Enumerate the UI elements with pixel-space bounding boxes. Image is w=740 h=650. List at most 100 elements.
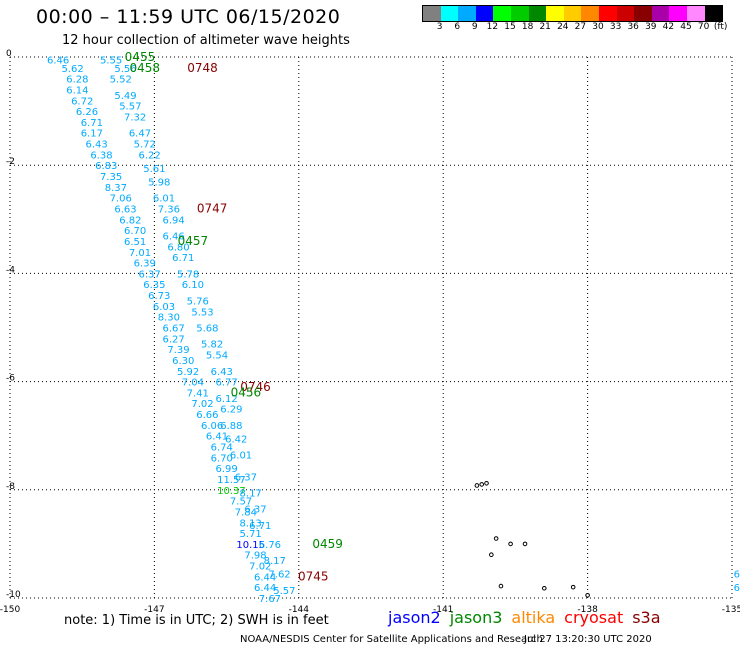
color-scale-label: 45 xyxy=(680,22,692,32)
wave-height-value: 6.71 xyxy=(81,118,103,129)
wave-height-value: 5.61 xyxy=(143,164,165,175)
island-outline xyxy=(489,552,494,558)
pass-time-label: 0458 xyxy=(129,61,160,75)
credit-line: NOAA/NESDIS Center for Satellite Applica… xyxy=(240,634,543,645)
wave-height-value: 6.01 xyxy=(153,194,175,205)
color-swatch xyxy=(423,6,441,21)
color-scale-labels: 3 6 9 12 15 18 21 24 27 30 33 36 39 42 45 70 (ft) xyxy=(422,22,740,34)
wave-height-value: 7.84 xyxy=(235,507,257,518)
x-tick-label: -138 xyxy=(577,605,598,615)
wave-height-value: 6.46 xyxy=(163,232,185,243)
legend-entry-jason2: jason2 xyxy=(388,608,441,627)
wave-height-value: 6.80 xyxy=(167,242,189,253)
color-scale-label: 24 xyxy=(557,22,569,32)
pass-time-label: 0457 xyxy=(178,234,209,248)
wave-height-value: 6.42 xyxy=(225,434,247,445)
wave-height-value: 6.14 xyxy=(66,85,88,96)
wave-height-value: 6.51 xyxy=(124,237,146,248)
x-tick-label: -147 xyxy=(144,605,164,615)
y-tick-label: 0 xyxy=(6,49,12,59)
color-swatch xyxy=(669,6,687,21)
color-swatch xyxy=(704,6,723,21)
wave-height-value: 6.27 xyxy=(163,334,185,345)
wave-height-value: 6.70 xyxy=(211,453,233,464)
pass-time-label: 0745 xyxy=(298,569,329,583)
color-swatch xyxy=(686,6,705,21)
color-scale-unit: (ft) xyxy=(713,22,728,32)
x-tick-label: -150 xyxy=(0,605,20,615)
y-tick-label: -8 xyxy=(6,482,15,492)
y-tick-label: -6 xyxy=(6,374,15,384)
wave-height-value: 6.37 xyxy=(138,269,160,280)
wave-height-value: 6.29 xyxy=(220,405,242,416)
y-tick-label: -4 xyxy=(6,265,15,275)
wave-height-value: 6.17 xyxy=(81,129,103,140)
color-swatch xyxy=(563,6,582,21)
page-title: 00:00 – 11:59 UTC 06/15/2020 xyxy=(36,6,341,28)
color-scale-label: 15 xyxy=(504,22,516,32)
wave-height-value: 6.30 xyxy=(172,356,194,367)
wave-height-value: 6.01 xyxy=(230,451,252,462)
color-scale-label: 27 xyxy=(574,22,587,32)
island-outline xyxy=(493,536,499,541)
wave-height-value: 6.03 xyxy=(153,302,175,313)
footnote: note: 1) Time is in UTC; 2) SWH is in fe… xyxy=(64,613,329,628)
wave-height-value: 7.32 xyxy=(124,113,146,124)
color-swatch xyxy=(616,6,635,21)
wave-height-value: 6.26 xyxy=(76,107,98,118)
color-scale-label: 30 xyxy=(592,22,604,32)
wave-height-value: 7.67 xyxy=(259,594,281,605)
wave-height-value: 5.54 xyxy=(206,351,228,362)
wave-height-value: 6.63 xyxy=(114,204,136,215)
color-swatch xyxy=(651,6,670,21)
pass-time-label: 0748 xyxy=(187,61,218,75)
wave-height-value: 6.88 xyxy=(220,421,242,432)
island-outline xyxy=(585,592,590,598)
color-swatch xyxy=(493,6,511,21)
pass-time-label: 0456 xyxy=(231,385,262,399)
page-subtitle: 12 hour collection of altimeter wave hei… xyxy=(62,33,350,48)
island-outline xyxy=(541,585,547,591)
wave-height-value: 6.43 xyxy=(211,367,233,378)
wave-height-value: 6.72 xyxy=(71,96,93,107)
island-outline xyxy=(570,584,576,590)
color-swatch xyxy=(546,6,564,21)
wave-height-value: 5.53 xyxy=(191,307,213,318)
wave-height-value: 5.92 xyxy=(177,367,199,378)
wave-height-value: 6.76 xyxy=(259,540,281,551)
color-swatch xyxy=(528,6,547,21)
island-outline xyxy=(484,481,489,486)
x-tick-label: -141 xyxy=(433,605,453,615)
color-scale-label: 6 xyxy=(454,22,461,32)
color-swatch xyxy=(598,6,617,21)
wave-height-value: 6.46 xyxy=(47,56,69,67)
wave-height-value: 6.22 xyxy=(138,150,160,161)
y-tick-label: -2 xyxy=(6,157,15,167)
color-scale-label: 70 xyxy=(697,22,710,32)
island-outline xyxy=(522,541,528,547)
wave-height-value: 7.62 xyxy=(268,570,290,581)
wave-height-value: 5.57 xyxy=(273,586,295,597)
wave-height-value: 6.82 xyxy=(119,215,141,226)
wave-height-value: 6.41 xyxy=(206,432,228,443)
wave-height-value: 6.35 xyxy=(143,280,165,291)
color-scale-label: 33 xyxy=(609,22,622,32)
color-swatch xyxy=(440,6,459,21)
wave-height-value: 5.72 xyxy=(134,140,156,151)
color-scale-label: 36 xyxy=(627,22,639,32)
color-scale-label: 39 xyxy=(645,22,657,32)
generation-timestamp: Jul 27 13:20:30 UTC 2020 xyxy=(524,634,652,645)
wave-height-value: 6 xyxy=(734,570,740,581)
island-outline xyxy=(479,482,485,487)
wave-height-value: 6.06 xyxy=(201,421,223,432)
wave-height-value: 6.44 xyxy=(254,583,276,594)
wave-height-value: 6.71 xyxy=(249,521,271,532)
wave-height-value: 5.71 xyxy=(240,529,262,540)
y-tick-label: -10 xyxy=(6,590,21,600)
wave-height-value: 5.98 xyxy=(148,177,170,188)
wave-height-value: 7.01 xyxy=(129,248,151,259)
x-tick-label: -135 xyxy=(722,605,740,615)
wave-height-value: 7.57 xyxy=(230,497,252,508)
wave-height-value: 6.39 xyxy=(134,259,156,270)
